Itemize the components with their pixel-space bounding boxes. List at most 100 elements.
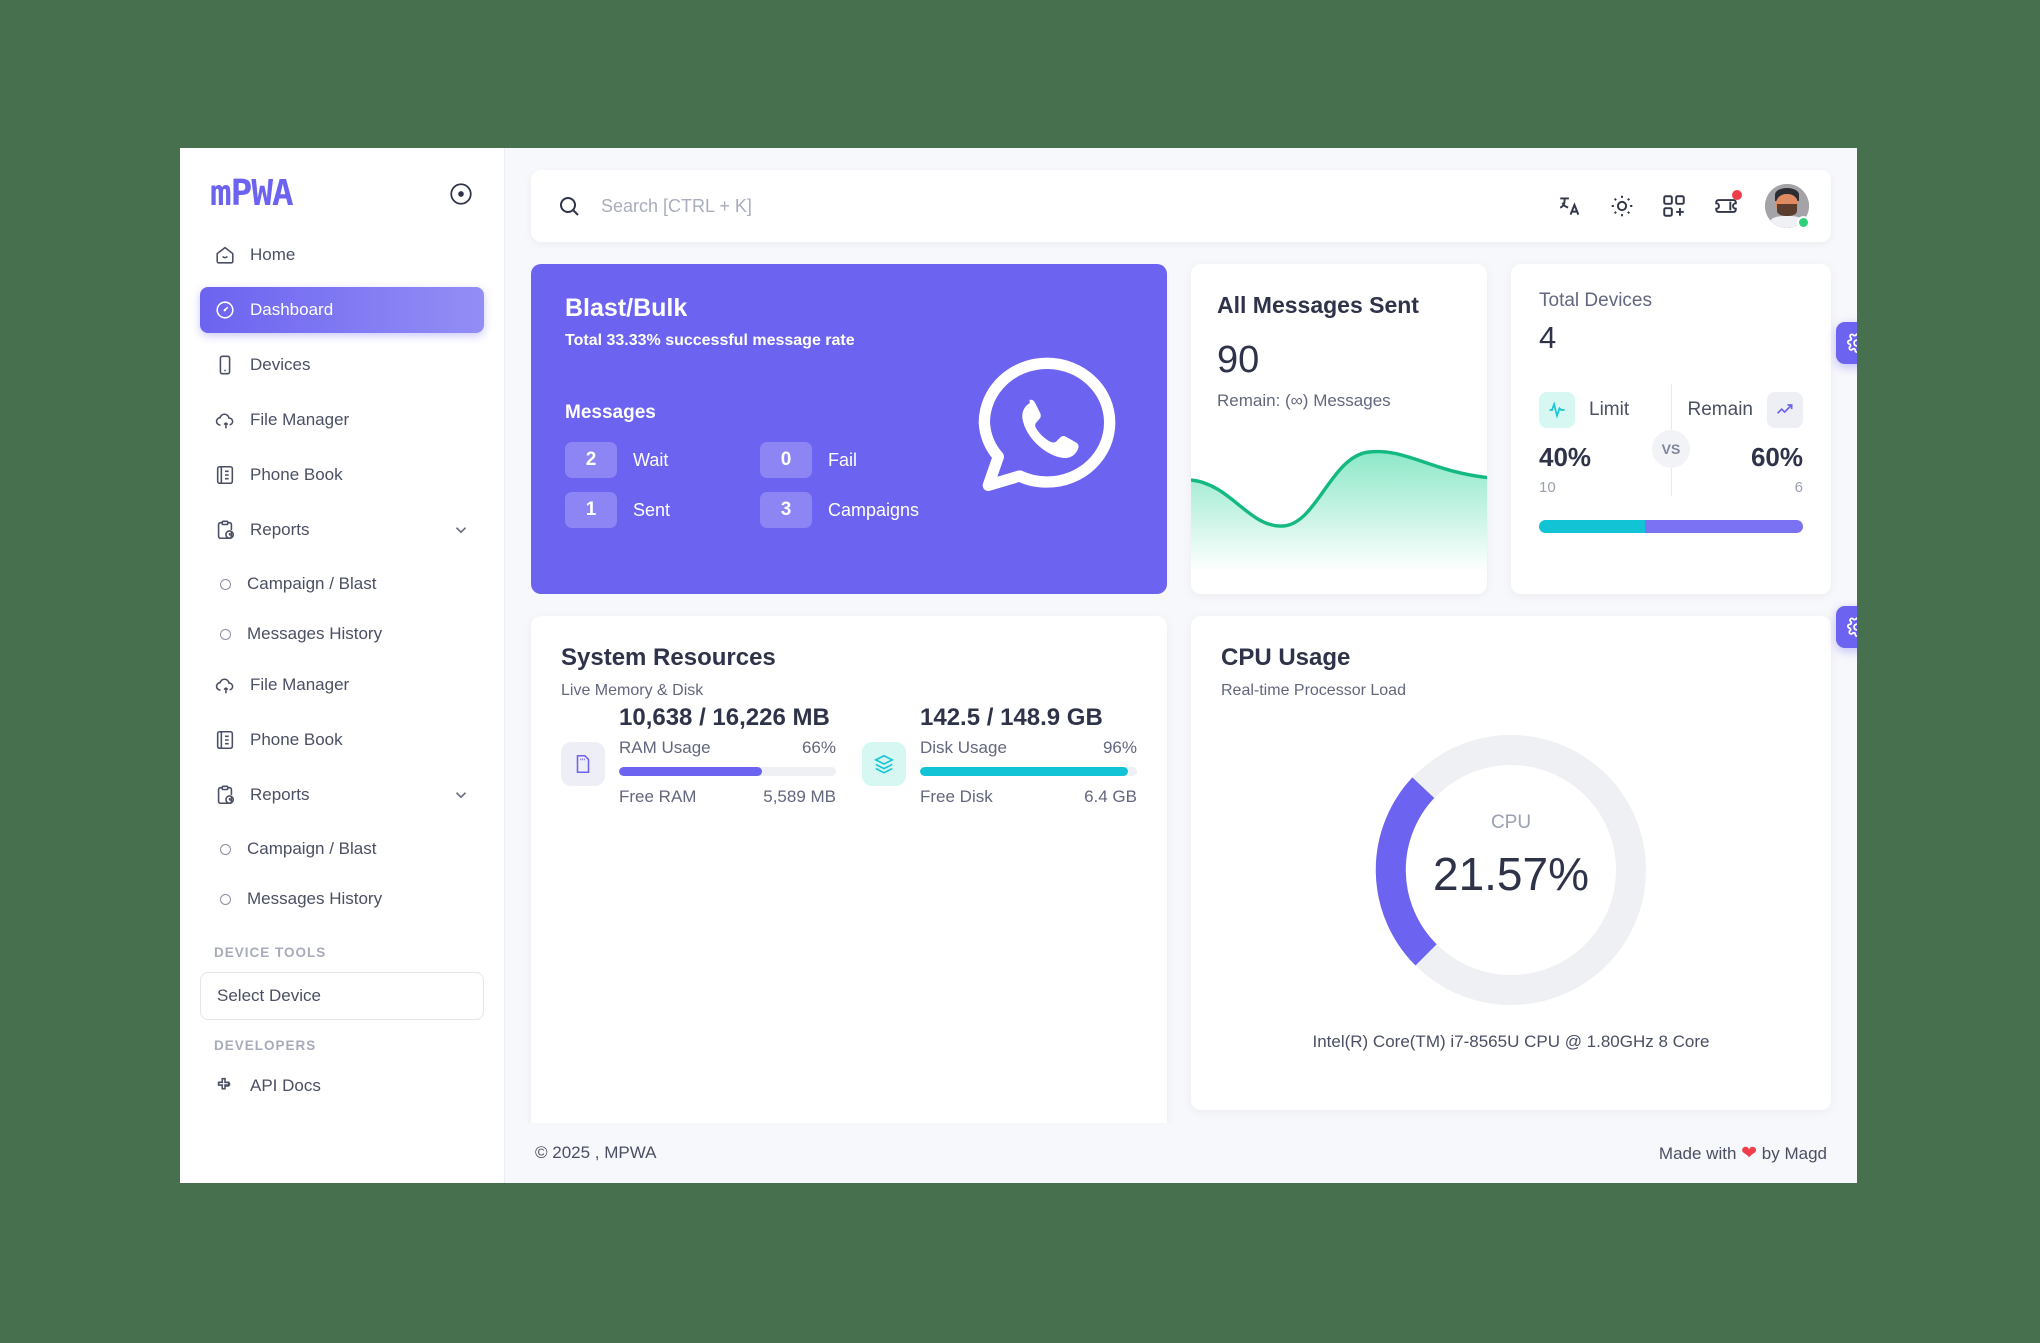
blast-stat-campaigns: 3 Campaigns — [760, 492, 955, 528]
messages-remain: Remain: (∞) Messages — [1217, 391, 1391, 410]
cpu-gauge-label: CPU — [1491, 812, 1531, 833]
chevron-down-icon[interactable] — [452, 786, 470, 804]
messages-sparkline-chart — [1191, 449, 1487, 572]
sidebar-item-dashboard[interactable]: Dashboard — [200, 287, 484, 333]
sidebar-subitem-campaign-blast[interactable]: Campaign / Blast — [200, 562, 484, 606]
avatar[interactable] — [1765, 184, 1810, 229]
sidebar-subitem-messages-history[interactable]: Messages History — [200, 877, 484, 921]
devices-vs-row: VS Limit Remain — [1539, 384, 1803, 496]
free-disk-value: 6.4 GB — [1084, 787, 1137, 806]
system-resources-title: System Resources — [561, 644, 776, 671]
cpu-subtitle: Real-time Processor Load — [1221, 682, 1406, 699]
blast-stat-wait: 2 Wait — [565, 442, 760, 478]
remain-pct: 60% — [1750, 442, 1803, 472]
search-icon[interactable] — [557, 194, 581, 218]
sidebar-item-reports[interactable]: Reports — [200, 507, 484, 553]
api-docs-icon — [214, 1075, 236, 1097]
limit-col: Limit — [1539, 392, 1671, 428]
circle-icon — [220, 893, 231, 905]
sidebar-item-api-docs[interactable]: API Docs — [200, 1063, 484, 1109]
heart-icon: ❤ — [1741, 1142, 1758, 1164]
report-clock-icon — [214, 784, 236, 806]
select-device-dropdown[interactable]: Select Device — [200, 972, 484, 1020]
gear-icon — [1846, 617, 1857, 638]
sidebar-item-reports[interactable]: Reports — [200, 772, 484, 818]
blast-stat-value: 3 — [760, 492, 812, 528]
devices-count: 4 — [1539, 320, 1557, 355]
disk-amount: 142.5 / 148.9 GB — [920, 704, 1103, 731]
blast-stat-value: 1 — [565, 492, 617, 528]
report-clock-icon — [214, 519, 236, 541]
sidebar-item-label: Reports — [250, 520, 310, 539]
layers-icon — [862, 742, 906, 786]
blast-stat-value: 2 — [565, 442, 617, 478]
logo-text: mPWA — [210, 173, 294, 214]
disk-resource: 142.5 / 148.9 GB D — [862, 704, 1137, 807]
sidebar-subitem-label: Campaign / Blast — [247, 839, 377, 858]
limit-label: Limit — [1589, 399, 1630, 420]
sidebar-item-devices[interactable]: Devices — [200, 342, 484, 388]
settings-tab-top[interactable] — [1836, 322, 1857, 364]
sidebar-item-phone-book[interactable]: Phone Book — [200, 452, 484, 498]
dashboard-row-1: Blast/Bulk Total 33.33% successful messa… — [531, 264, 1831, 594]
pulse-icon — [1539, 392, 1575, 428]
sidebar-item-label: Phone Book — [250, 730, 343, 749]
ticket-icon[interactable] — [1713, 190, 1742, 219]
grid-plus-icon[interactable] — [1661, 193, 1687, 219]
translate-icon[interactable] — [1557, 193, 1583, 219]
search-input[interactable] — [601, 195, 1557, 217]
notification-badge — [1732, 190, 1742, 200]
sidebar-nav-developers: API Docs — [180, 1063, 504, 1109]
target-icon[interactable] — [448, 181, 474, 207]
whatsapp-icon — [967, 346, 1127, 506]
limit-pct: 40% — [1539, 442, 1592, 472]
remain-sub: 6 — [1794, 479, 1803, 496]
sidebar-item-label: Home — [250, 245, 296, 264]
cpu-gauge: CPU 21.57% — [1221, 710, 1801, 1030]
settings-tab-bottom[interactable] — [1836, 606, 1857, 648]
app-logo[interactable]: mPWA — [210, 173, 294, 214]
system-resources-card: System Resources Live Memory & Disk 10,6… — [531, 616, 1167, 1123]
gear-icon — [1846, 333, 1857, 354]
messages-card-title: All Messages Sent — [1217, 292, 1419, 318]
sidebar-section-developers: DEVELOPERS — [214, 1038, 317, 1053]
sidebar-item-file-manager[interactable]: File Manager — [200, 397, 484, 443]
trend-up-icon — [1767, 392, 1803, 428]
sidebar-subitem-messages-history[interactable]: Messages History — [200, 612, 484, 656]
cpu-gauge-value: 21.57% — [1433, 848, 1589, 900]
footer-made-suffix: by Magd — [1761, 1143, 1827, 1163]
blast-stat-label: Sent — [633, 499, 671, 520]
topbar-icons — [1557, 184, 1810, 229]
sidebar-nav: Home Dashboard Devices File Manager Phone Bo… — [180, 232, 504, 921]
dashboard-icon — [214, 299, 236, 321]
chevron-down-icon[interactable] — [452, 521, 470, 539]
sun-icon[interactable] — [1609, 193, 1635, 219]
blast-subtitle: Total 33.33% successful message rate — [565, 332, 855, 349]
sidebar-subitem-label: Messages History — [247, 624, 383, 643]
blast-stat-label: Campaigns — [828, 499, 920, 520]
free-disk-label: Free Disk — [920, 787, 993, 806]
sidebar-item-label: Dashboard — [250, 300, 334, 319]
resource-row: 10,638 / 16,226 MB — [561, 704, 1137, 807]
circle-icon — [220, 578, 231, 590]
sidebar-header: mPWA — [180, 148, 504, 232]
book-icon — [214, 729, 236, 751]
sidebar-subitem-campaign-blast[interactable]: Campaign / Blast — [200, 827, 484, 871]
sidebar-item-phone-book[interactable]: Phone Book — [200, 717, 484, 763]
free-ram-value: 5,589 MB — [763, 787, 836, 806]
ram-usage-pct: 66% — [801, 738, 836, 757]
disk-progress-bar — [920, 767, 1137, 776]
blast-title: Blast/Bulk — [565, 294, 688, 322]
sidebar-item-label: Phone Book — [250, 465, 343, 484]
circle-icon — [220, 628, 231, 640]
sidebar-item-home[interactable]: Home — [200, 232, 484, 278]
blast-stat-value: 0 — [760, 442, 812, 478]
blast-stats: 2 Wait 0 Fail 1 Sent 3 Campaigns — [565, 442, 1133, 528]
cloud-upload-icon — [214, 409, 236, 431]
sidebar-item-file-manager[interactable]: File Manager — [200, 662, 484, 708]
ram-progress-bar — [619, 767, 836, 776]
circle-icon — [220, 843, 231, 855]
ram-usage-label: RAM Usage — [619, 738, 711, 757]
book-icon — [214, 464, 236, 486]
messages-label: Messages — [565, 402, 656, 423]
